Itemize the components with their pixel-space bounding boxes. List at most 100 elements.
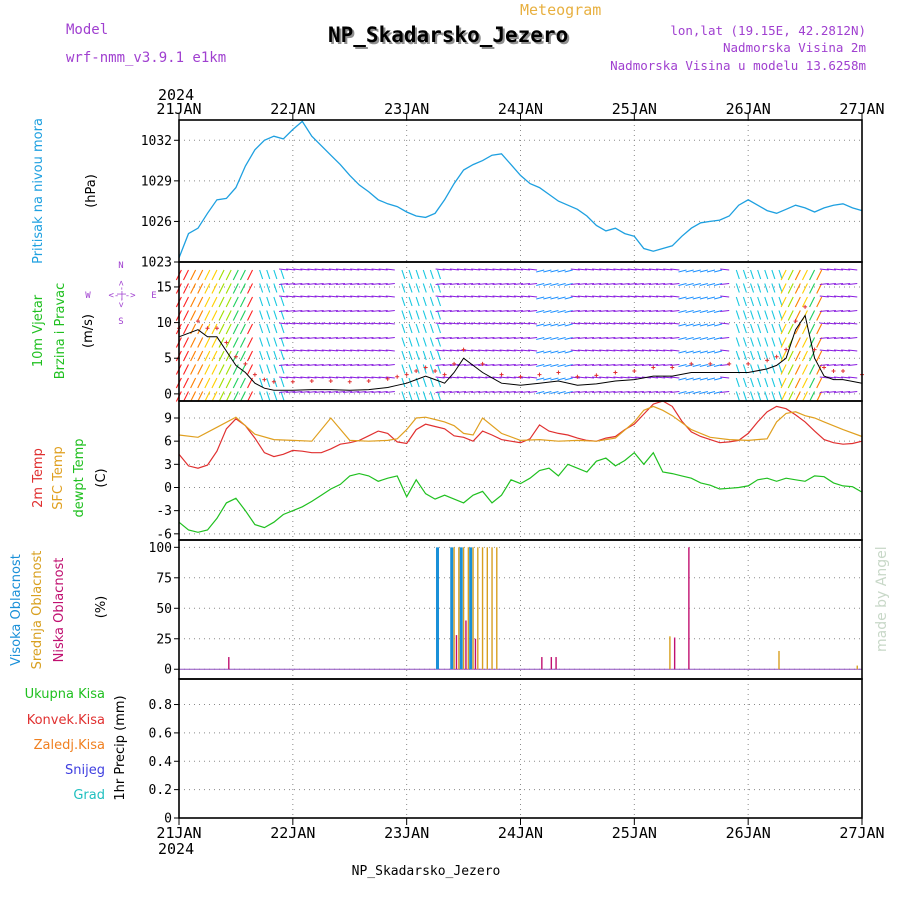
wind-barb: [520, 268, 531, 271]
wind-barb: [506, 363, 516, 367]
wind-barb: [350, 390, 360, 394]
wind-barb: [239, 296, 246, 308]
wind-barb: [513, 349, 523, 352]
y-tick-label: 10: [156, 316, 172, 331]
wind-barb: [335, 363, 346, 367]
precip-label-total: Ukupna Kisa: [25, 687, 105, 702]
wind-barb: [627, 282, 637, 286]
wind-barb: [584, 282, 595, 286]
wind-barb: [266, 350, 271, 361]
wind-barb: [182, 337, 189, 348]
wind-barb: [599, 390, 609, 394]
wind-barb: [401, 283, 406, 293]
wind-barb: [599, 376, 609, 379]
wind-barb: [656, 336, 666, 340]
wind-barb: [378, 390, 388, 394]
y-tick-label: 9: [164, 411, 172, 426]
wind-barb: [685, 336, 694, 341]
wind-barb: [634, 349, 644, 352]
wind-barb: [478, 309, 488, 313]
wind-barb: [204, 283, 211, 294]
wind-barb: [670, 268, 680, 271]
wind-barb: [225, 296, 232, 308]
wind-barb: [343, 295, 353, 298]
wind-barb: [757, 323, 762, 334]
wind-barb: [182, 283, 189, 294]
wind-barb: [408, 391, 413, 401]
wind-barb: [442, 268, 452, 271]
wind-barb: [442, 376, 452, 379]
wind-barb: [293, 295, 303, 298]
wind-barb: [513, 336, 523, 340]
lonlat-text: lon,lat (19.15E, 42.2812N): [670, 23, 866, 38]
wind-barb: [819, 282, 829, 286]
wind-barb: [801, 269, 808, 281]
wind-barb: [300, 322, 310, 325]
wind-barb: [464, 336, 474, 340]
wind-gust-marker: [822, 365, 827, 370]
wind-barb: [656, 322, 666, 325]
wind-barb: [550, 296, 559, 300]
wind-gust-marker: [414, 369, 419, 374]
wind-barb: [449, 336, 459, 340]
wind-barb: [841, 390, 851, 394]
wind-barb: [478, 295, 488, 298]
wind-barb: [478, 390, 488, 394]
wind-barb: [520, 309, 531, 313]
wind-barb: [577, 282, 587, 286]
wind-barb: [190, 377, 197, 389]
wind-barb: [606, 349, 616, 352]
wind-gust-marker: [195, 319, 200, 324]
wind-barb: [190, 310, 197, 321]
wind-gust-marker: [347, 379, 352, 384]
wind-barb: [592, 349, 602, 352]
wind-barb: [780, 283, 787, 294]
wind-barb: [620, 363, 630, 367]
wind-barb: [456, 309, 467, 313]
wind-barb: [720, 390, 730, 394]
wind-barb: [543, 377, 552, 381]
wind-barb: [321, 390, 331, 394]
wind-barb: [435, 309, 445, 313]
wind-barb: [279, 390, 289, 394]
wind-barb: [663, 322, 673, 325]
wind-barb: [435, 390, 445, 394]
day-label-bottom: 24JAN: [498, 824, 543, 842]
wind-barb: [564, 323, 573, 327]
wind-barb: [266, 337, 271, 347]
wind-barb: [613, 295, 623, 298]
wind-barb: [819, 268, 829, 271]
wind-barb: [350, 282, 360, 286]
day-label-top: 21JAN: [156, 100, 201, 118]
wind-barb: [343, 336, 353, 340]
wind-barb: [592, 363, 602, 367]
wind-gust-marker: [214, 326, 219, 331]
wind-barb: [692, 282, 701, 287]
wind-barb: [787, 310, 794, 321]
wind-barb: [513, 363, 523, 367]
wind-barb: [307, 309, 317, 313]
compass-e: E: [151, 291, 156, 301]
wind-barb: [279, 376, 289, 379]
wind-barb: [536, 390, 545, 395]
wind-barb: [543, 363, 552, 368]
wind-barb: [442, 390, 452, 394]
wind-gust-marker: [575, 374, 580, 379]
wind-barb: [513, 268, 523, 271]
wind-barb: [280, 296, 285, 307]
wind-barb: [599, 322, 609, 325]
wind-barb: [570, 322, 580, 325]
wind-barb: [536, 336, 545, 341]
wind-barb: [787, 323, 794, 335]
wind-barb: [232, 391, 239, 402]
wind-barb: [742, 377, 747, 388]
wind-barb: [606, 282, 616, 286]
wind-barb: [536, 309, 545, 314]
wind-barb: [429, 391, 434, 401]
wind-barb: [720, 376, 730, 379]
wind-barb: [357, 376, 367, 379]
wind-barb: [606, 309, 616, 313]
wind-barb: [471, 309, 481, 313]
wind-barb: [456, 268, 467, 271]
wind-barb: [543, 269, 552, 273]
